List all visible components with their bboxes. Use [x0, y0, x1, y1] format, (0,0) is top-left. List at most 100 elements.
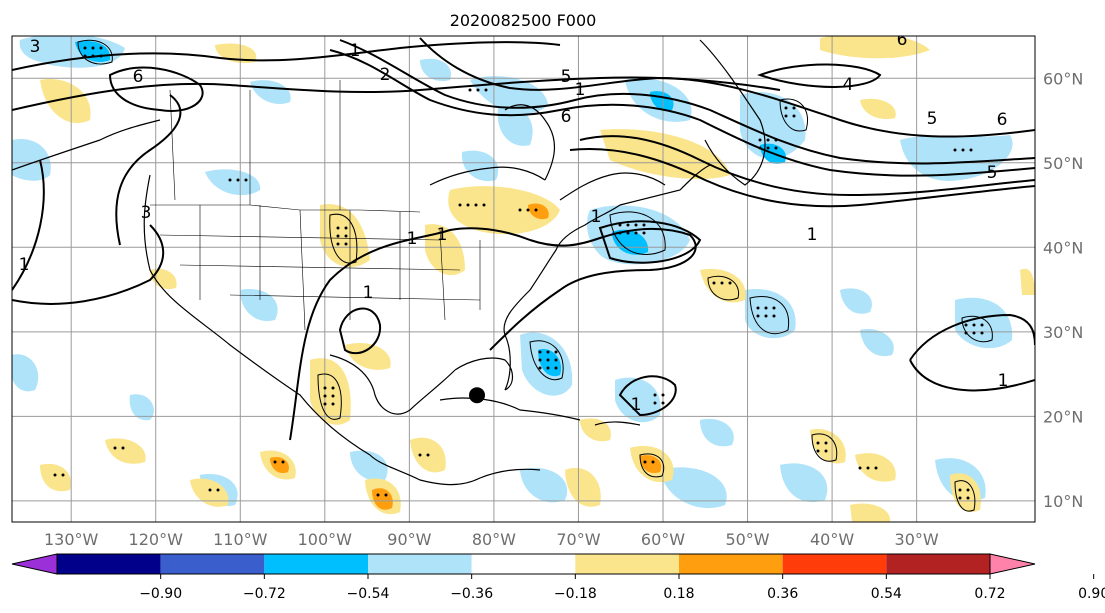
shade-blue	[520, 467, 568, 503]
significance-dot	[323, 386, 327, 390]
significance-dot	[964, 331, 968, 335]
shade-blue	[860, 329, 894, 357]
colorbar-swatch	[264, 554, 368, 574]
shade-cyan	[612, 229, 649, 255]
significance-dot	[784, 114, 788, 118]
significance-dot	[866, 466, 870, 470]
significance-dot	[980, 331, 984, 335]
map-frame	[11, 35, 1036, 523]
significance-dot	[816, 441, 820, 445]
significance-dot	[618, 231, 622, 235]
colorbar-swatch	[679, 554, 783, 574]
colorbar-tick-label: 0.72	[974, 586, 1005, 602]
shade-blue	[497, 106, 533, 146]
significance-dot	[376, 493, 380, 497]
significance-dot	[966, 496, 970, 500]
significance-dot	[554, 350, 558, 354]
significance-contour	[639, 453, 665, 478]
map-title: 2020082500 F000	[450, 11, 597, 30]
colorbar-swatch	[575, 554, 679, 574]
colorbar-outline	[56, 553, 991, 575]
longitude-label: 30°W	[895, 530, 939, 549]
contour-label: 1	[591, 207, 602, 227]
contour-label: 1	[575, 80, 586, 100]
colorbar-swatch	[57, 554, 161, 574]
shade-yellow	[860, 98, 896, 120]
latitude-label: 40°N	[1043, 238, 1083, 257]
contour-label: 1	[19, 255, 30, 275]
contour-line	[338, 307, 382, 355]
significance-dot	[720, 281, 724, 285]
significance-dot	[538, 350, 542, 354]
significance-dot	[474, 203, 478, 207]
significance-dot	[518, 208, 522, 212]
shade-blue	[129, 394, 154, 421]
significance-contour	[529, 340, 564, 381]
significance-dot	[331, 386, 335, 390]
significance-dot	[758, 146, 762, 150]
significance-contour	[329, 213, 358, 264]
shade-blue	[740, 92, 806, 159]
latitude-label: 30°N	[1043, 323, 1083, 342]
longitude-label: 130°W	[44, 530, 99, 549]
anomaly-shading	[12, 36, 1035, 522]
contour-line	[289, 227, 697, 441]
significance-dot	[661, 393, 665, 397]
significance-dot	[961, 148, 965, 152]
contour-label: 6	[897, 30, 908, 50]
contour-label: 1	[350, 41, 361, 61]
contour-line	[12, 159, 45, 291]
significance-dot	[774, 138, 778, 142]
colorbar-tick-label: −0.18	[554, 586, 597, 602]
longitude-label: 80°W	[472, 530, 516, 549]
longitude-label: 40°W	[810, 530, 854, 549]
contour-label: 1	[363, 283, 374, 303]
significance-dot	[426, 453, 430, 457]
contour-label: 2	[380, 65, 391, 85]
significance-dot	[482, 203, 486, 207]
significance-dot	[91, 46, 95, 50]
coastline-path	[619, 164, 711, 206]
significance-dot	[208, 488, 212, 492]
colorbar-tick-label: −0.90	[139, 586, 182, 602]
significance-dot	[958, 496, 962, 500]
latitude-label: 20°N	[1043, 407, 1083, 426]
significance-dot	[526, 208, 530, 212]
significance-dots	[53, 46, 984, 500]
significance-dot	[546, 350, 550, 354]
significance-dot	[418, 453, 422, 457]
significance-dot	[953, 148, 957, 152]
coastlines	[12, 39, 766, 486]
significance-dot	[466, 203, 470, 207]
longitude-label: 90°W	[387, 530, 431, 549]
latitude-labels: 60°N 50°N 40°N 30°N 20°N 10°N	[1043, 69, 1083, 511]
significance-dot	[756, 306, 760, 310]
coastline-path	[504, 104, 556, 181]
shade-orange	[528, 203, 549, 220]
shade-yellow	[565, 467, 601, 507]
shade-blue	[745, 289, 796, 339]
significance-contour	[609, 211, 666, 255]
significance-dot	[323, 394, 327, 398]
significance-dot	[764, 306, 768, 310]
shade-yellow	[850, 503, 891, 522]
significance-dot	[766, 146, 770, 150]
significance-dot	[816, 449, 820, 453]
significance-dot	[642, 231, 646, 235]
colorbar-swatch	[782, 554, 887, 574]
significance-dot	[653, 401, 657, 405]
significance-dot	[554, 358, 558, 362]
significance-dot	[468, 88, 472, 92]
contour-line	[108, 66, 204, 112]
shade-blue	[12, 139, 51, 181]
contour-label: 3	[141, 203, 152, 223]
shade-yellow	[820, 36, 930, 59]
significance-dot	[618, 223, 622, 227]
state-borders	[150, 80, 481, 331]
significance-dot	[969, 148, 973, 152]
contour-label: 1	[807, 225, 818, 245]
longitude-label: 100°W	[298, 530, 353, 549]
contour-line	[569, 148, 1035, 208]
